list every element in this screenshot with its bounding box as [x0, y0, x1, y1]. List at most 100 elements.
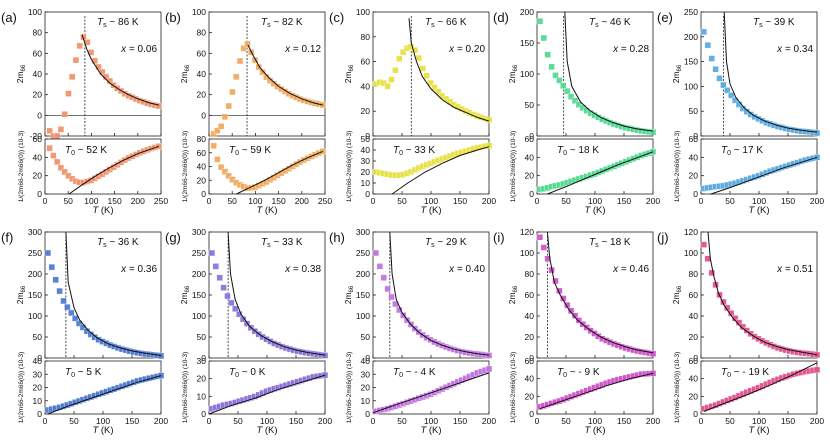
y-tick-label: 10 [361, 396, 371, 406]
x-axis-label: T (K) [420, 205, 441, 216]
data-point [44, 249, 52, 257]
t0-annotation: T0 ~ 33 K [393, 145, 435, 157]
data-point [50, 152, 57, 159]
data-point [216, 274, 223, 281]
data-point [217, 123, 225, 130]
doping-label: x = 0.46 [612, 264, 649, 275]
x-tick-label: 50 [397, 416, 407, 426]
y-tick-label: 0 [529, 189, 534, 199]
x-tick-label: 100 [84, 196, 98, 206]
data-point [485, 352, 493, 359]
data-point [485, 365, 493, 373]
y-tick-label: 10 [361, 178, 371, 188]
panel-label: (g) [165, 230, 181, 245]
y-tick-label: 100 [28, 7, 42, 17]
doping-label: x = 0.38 [284, 264, 321, 275]
x-tick-label: 0 [699, 416, 704, 426]
x-tick-label: 0 [535, 416, 540, 426]
top-subplot: 0 20 40 60 80 100 120 [520, 227, 657, 363]
y-tick-label: 120 [520, 227, 534, 237]
doping-label: x = 0.06 [120, 44, 157, 55]
bottom-y-axis-label: 1/(2m66-2m66(0)) (10-3) [182, 352, 189, 424]
t0-annotation: T0 ~ 59 K [229, 145, 271, 157]
x-tick-label: 150 [272, 196, 286, 206]
fit-line [564, 11, 654, 132]
ts-annotation: Ts ~ 66 K [425, 17, 467, 29]
x-tick-label: 0 [535, 196, 540, 206]
data-point [56, 287, 63, 295]
y-tick-label: 60 [525, 356, 535, 366]
bottom-y-axis-label: 1/(2m66-2m66(0)) (10-3) [674, 352, 681, 424]
y-tick-label: 80 [197, 28, 207, 38]
y-tick-label: 0 [37, 189, 42, 199]
y-tick-label: 0 [201, 409, 206, 419]
bottom-subplot: 0 20 40 60 0 50 100 150 200 250 [33, 134, 169, 206]
top-y-axis-label: 2m66 [671, 64, 683, 83]
y-tick-label: 60 [525, 134, 535, 144]
data-point [536, 18, 544, 25]
panel-label: (b) [165, 10, 181, 25]
doping-label: x = 0.28 [612, 44, 649, 55]
x-axis-label: T (K) [92, 205, 113, 216]
top-subplot: 0 20 40 60 80 100 [192, 7, 326, 138]
y-tick-label: 20 [525, 391, 535, 401]
x-tick-label: 100 [588, 416, 602, 426]
y-tick-label: -20 [30, 131, 43, 141]
y-tick-label: 40 [525, 152, 535, 162]
y-tick-label: 50 [197, 332, 207, 342]
y-tick-label: 0 [529, 409, 534, 419]
data-point [232, 305, 239, 312]
bottom-y-axis-label: 1/(2m66-2m66(0)) (10-3) [674, 131, 681, 203]
y-tick-label: 30 [361, 156, 371, 166]
panel-label: (c) [329, 10, 344, 25]
x-tick-label: 100 [260, 416, 274, 426]
y-tick-label: 80 [197, 134, 207, 144]
fit-line [710, 156, 818, 195]
x-tick-label: 100 [248, 196, 262, 206]
x-tick-label: 0 [371, 196, 376, 206]
x-axis-label: T (K) [256, 425, 277, 436]
fit-line [208, 374, 326, 415]
y-tick-label: 80 [689, 269, 699, 279]
x-tick-label: 50 [725, 416, 735, 426]
data-point [52, 276, 59, 283]
y-tick-label: 40 [197, 162, 207, 172]
y-tick-label: 50 [689, 106, 699, 116]
t0-annotation: T0 ~ - 19 K [721, 367, 769, 379]
y-tick-label: 40 [689, 374, 699, 384]
x-tick-label: 50 [233, 416, 243, 426]
y-tick-label: 300 [356, 227, 370, 237]
y-tick-label: 0 [529, 353, 534, 363]
y-tick-label: 150 [192, 290, 206, 300]
y-tick-label: 250 [356, 248, 370, 258]
x-tick-label: 250 [318, 196, 332, 206]
x-axis-label: T (K) [420, 425, 441, 436]
x-axis-label: T (K) [584, 425, 605, 436]
y-tick-label: 60 [361, 57, 371, 67]
top-subplot: 0 50 100 150 200 250 300 [192, 227, 329, 363]
data-point [244, 40, 251, 48]
data-point [225, 102, 232, 110]
top-subplot: 0 20 40 60 80 100 [356, 7, 493, 141]
data-point [72, 56, 80, 64]
y-tick-label: 40 [525, 374, 535, 384]
x-tick-label: 50 [227, 196, 237, 206]
data-point [419, 65, 426, 72]
y-tick-label: 300 [192, 227, 206, 237]
x-tick-label: 200 [646, 416, 660, 426]
data-point [57, 126, 65, 133]
y-tick-label: 80 [361, 32, 371, 42]
doping-label: x = 0.12 [284, 44, 321, 55]
x-tick-label: 100 [752, 416, 766, 426]
y-tick-label: 0 [201, 110, 206, 120]
y-tick-label: 40 [33, 356, 43, 366]
top-subplot: 0 50 100 150 200 [520, 7, 657, 141]
top-y-axis-label: 2m66 [507, 285, 519, 304]
data-point [571, 312, 579, 319]
